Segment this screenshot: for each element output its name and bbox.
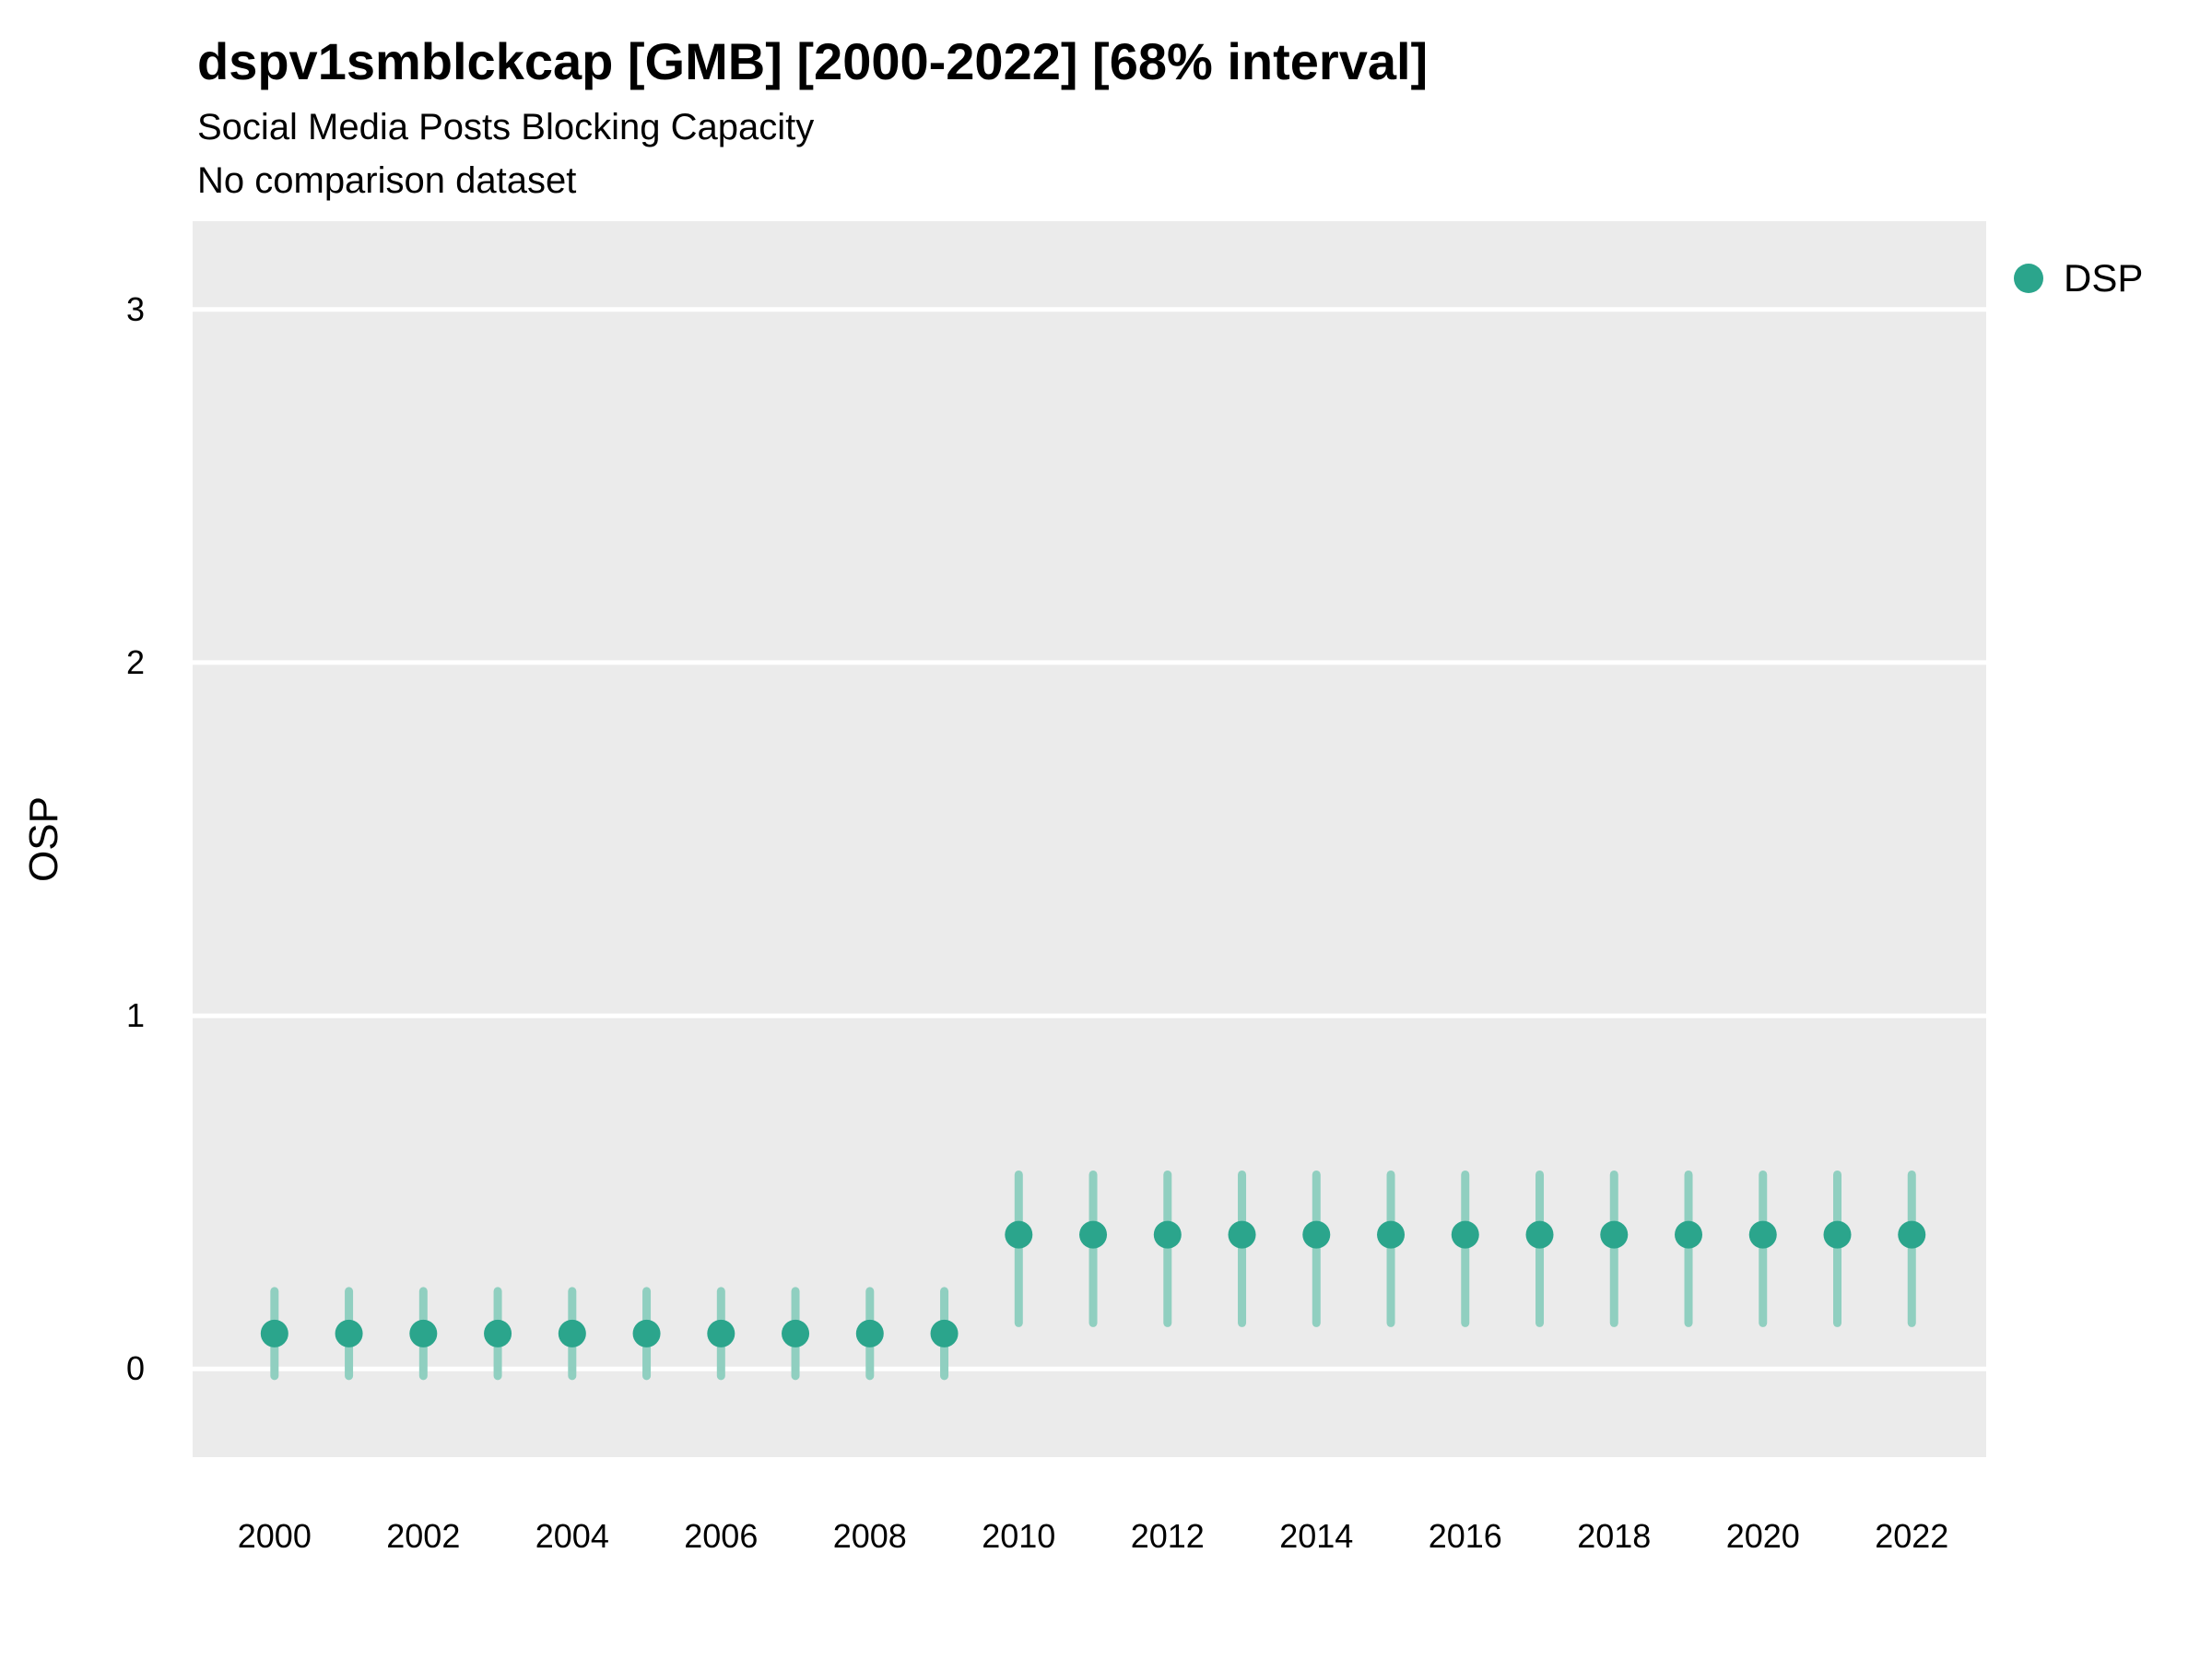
x-tick-label: 2020 [1726,1517,1800,1555]
data-point [1079,1220,1108,1249]
data-point [484,1319,512,1347]
x-tick-label: 2006 [684,1517,758,1555]
x-tick-label: 2010 [982,1517,1055,1555]
data-point [1153,1220,1182,1249]
data-point [1005,1220,1033,1249]
y-tick-label: 2 [126,643,145,681]
y-tick-label: 1 [126,996,145,1034]
y-axis-title: OSP [21,796,66,882]
y-tick-label: 3 [126,290,145,328]
data-point [930,1319,959,1347]
y-tick-label: 0 [126,1349,145,1387]
legend: DSP [2014,256,2143,300]
data-point [1451,1220,1479,1249]
x-tick-label: 2004 [535,1517,609,1555]
x-tick-label: 2022 [1875,1517,1948,1555]
data-point [707,1319,735,1347]
data-point [782,1319,810,1347]
x-tick-label: 2014 [1279,1517,1353,1555]
data-point [409,1319,438,1347]
x-tick-label: 2018 [1577,1517,1651,1555]
x-tick-label: 2000 [238,1517,312,1555]
data-point [558,1319,586,1347]
data-point [335,1319,363,1347]
x-tick-label: 2002 [386,1517,460,1555]
data-point [1228,1220,1256,1249]
data-point [632,1319,661,1347]
data-point [1898,1220,1926,1249]
chart-title: dspv1smblckcap [GMB] [2000-2022] [68% in… [197,32,1429,90]
chart-note: No comparison dataset [197,160,577,201]
data-point [855,1319,884,1347]
data-point [1823,1220,1852,1249]
data-point [1600,1220,1629,1249]
data-point [1377,1220,1406,1249]
data-point [1302,1220,1331,1249]
data-point [1675,1220,1703,1249]
x-tick-label: 2008 [833,1517,907,1555]
data-point [1748,1220,1777,1249]
data-point [1525,1220,1554,1249]
legend-dot-dsp [2014,264,2043,293]
chart-subtitle: Social Media Posts Blocking Capacity [197,107,815,147]
data-point [260,1319,288,1347]
x-tick-label: 2016 [1429,1517,1502,1555]
legend-label-dsp: DSP [2064,256,2144,300]
x-tick-label: 2012 [1131,1517,1205,1555]
